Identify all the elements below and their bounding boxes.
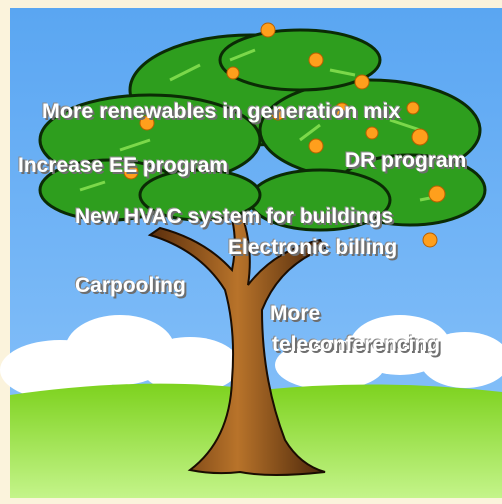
label: More <box>270 303 320 324</box>
label: DR program <box>345 150 466 171</box>
label: Electronic billing <box>228 237 397 258</box>
label: Carpooling <box>75 275 186 296</box>
slide: More renewables in generation mix Increa… <box>0 0 502 504</box>
label: Increase EE program <box>18 155 228 176</box>
label: teleconferencing <box>272 334 440 355</box>
label: More renewables in generation mix <box>42 101 400 123</box>
label: New HVAC system for buildings <box>75 206 393 227</box>
